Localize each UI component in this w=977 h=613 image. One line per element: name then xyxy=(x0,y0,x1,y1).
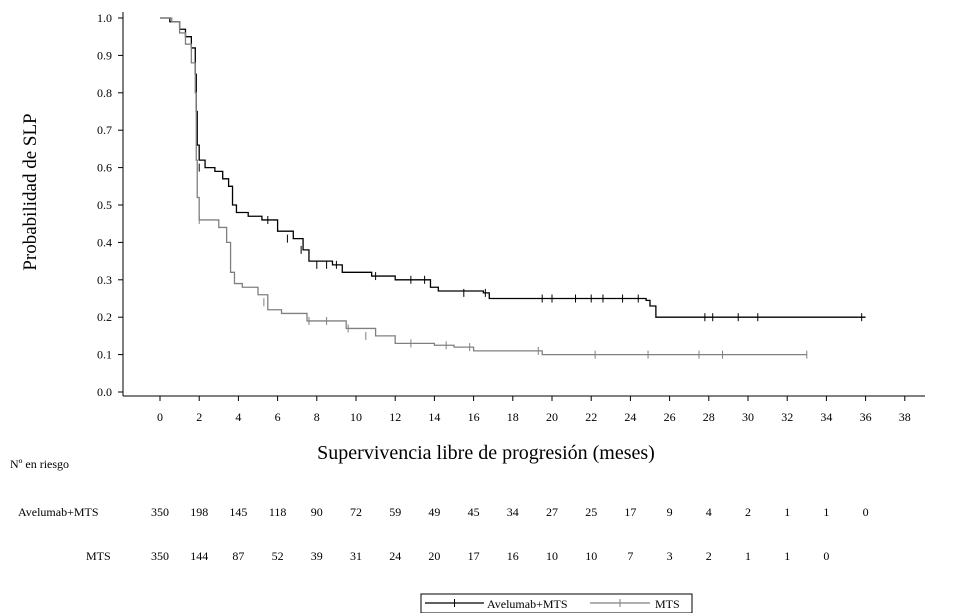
risk-value: 145 xyxy=(229,505,247,519)
risk-value: 31 xyxy=(350,549,362,563)
x-tick-label: 22 xyxy=(585,410,597,424)
x-tick-label: 12 xyxy=(389,410,401,424)
risk-value: 350 xyxy=(151,549,169,563)
risk-table-title: Nº en riesgo xyxy=(10,457,69,471)
risk-value: 59 xyxy=(389,505,401,519)
x-tick-label: 24 xyxy=(624,410,636,424)
risk-value: 49 xyxy=(428,505,440,519)
risk-value: 10 xyxy=(585,549,597,563)
risk-value: 25 xyxy=(585,505,597,519)
risk-value: 0 xyxy=(863,505,869,519)
y-tick-label: 0.2 xyxy=(97,310,112,324)
risk-row-label: MTS xyxy=(86,549,111,563)
risk-value: 45 xyxy=(468,505,480,519)
risk-value: 350 xyxy=(151,505,169,519)
x-tick-label: 28 xyxy=(703,410,715,424)
axes: 0.00.10.20.30.40.50.60.70.80.91.00 2 4 6 8 10… xyxy=(97,11,925,424)
risk-value: 87 xyxy=(232,549,244,563)
x-tick-label: 20 xyxy=(546,410,558,424)
legend: Avelumab+MTS MTS xyxy=(420,593,693,613)
y-axis-label: Probabilidad de SLP xyxy=(20,113,41,270)
x-tick-label: 26 xyxy=(664,410,676,424)
x-tick-label: 0 xyxy=(157,410,163,424)
risk-value: 10 xyxy=(546,549,558,563)
x-tick-label: 14 xyxy=(428,410,440,424)
risk-value: 1 xyxy=(784,549,790,563)
risk-value: 16 xyxy=(507,549,519,563)
y-tick-label: 0.1 xyxy=(97,348,112,362)
legend-box xyxy=(420,593,693,613)
y-tick-label: 0.9 xyxy=(97,48,112,62)
risk-value: 1 xyxy=(823,505,829,519)
risk-value: 1 xyxy=(745,549,751,563)
y-tick-label: 0.3 xyxy=(97,273,112,287)
x-tick-label: 36 xyxy=(860,410,872,424)
x-tick-label: 4 xyxy=(235,410,241,424)
risk-row-label: Avelumab+MTS xyxy=(18,505,99,519)
x-tick-label: 6 xyxy=(275,410,281,424)
risk-value: 34 xyxy=(507,505,519,519)
x-tick-label: 16 xyxy=(468,410,480,424)
risk-value: 7 xyxy=(627,549,633,563)
risk-value: 90 xyxy=(311,505,323,519)
risk-value: 72 xyxy=(350,505,362,519)
risk-value: 2 xyxy=(745,505,751,519)
y-tick-label: 0.5 xyxy=(97,198,112,212)
x-tick-label: 18 xyxy=(507,410,519,424)
x-tick-label: 2 xyxy=(196,410,202,424)
y-tick-label: 0.4 xyxy=(97,235,112,249)
legend-label: MTS xyxy=(655,597,680,611)
risk-value: 17 xyxy=(624,505,636,519)
risk-value: 24 xyxy=(389,549,401,563)
x-tick-label: 32 xyxy=(781,410,793,424)
risk-value: 198 xyxy=(190,505,208,519)
risk-value: 4 xyxy=(706,505,712,519)
risk-value: 3 xyxy=(667,549,673,563)
y-tick-label: 1.0 xyxy=(97,11,112,25)
risk-value: 39 xyxy=(311,549,323,563)
legend-label: Avelumab+MTS xyxy=(487,597,568,611)
y-tick-label: 0.6 xyxy=(97,161,112,175)
x-tick-label: 34 xyxy=(820,410,832,424)
x-tick-label: 30 xyxy=(742,410,754,424)
plot-area xyxy=(160,17,866,359)
risk-value: 20 xyxy=(428,549,440,563)
series-line-mts xyxy=(160,17,807,356)
risk-value: 0 xyxy=(823,549,829,563)
risk-value: 17 xyxy=(468,549,480,563)
x-tick-label: 10 xyxy=(350,410,362,424)
risk-value: 118 xyxy=(269,505,287,519)
risk-table: Nº en riesgo Avelumab+MTS 350 198 145 118 90 7… xyxy=(10,457,869,563)
x-axis-label: Supervivencia libre de progresión (meses… xyxy=(317,442,655,464)
series-line-avelumab-mts xyxy=(160,17,866,318)
risk-value: 9 xyxy=(667,505,673,519)
x-tick-label: 8 xyxy=(314,410,320,424)
y-tick-label: 0.7 xyxy=(97,123,112,137)
risk-value: 2 xyxy=(706,549,712,563)
x-tick-label: 38 xyxy=(899,410,911,424)
risk-value: 144 xyxy=(190,549,208,563)
risk-value: 1 xyxy=(784,505,790,519)
risk-value: 27 xyxy=(546,505,558,519)
y-tick-label: 0.0 xyxy=(97,385,112,399)
y-tick-label: 0.8 xyxy=(97,86,112,100)
risk-value: 52 xyxy=(272,549,284,563)
